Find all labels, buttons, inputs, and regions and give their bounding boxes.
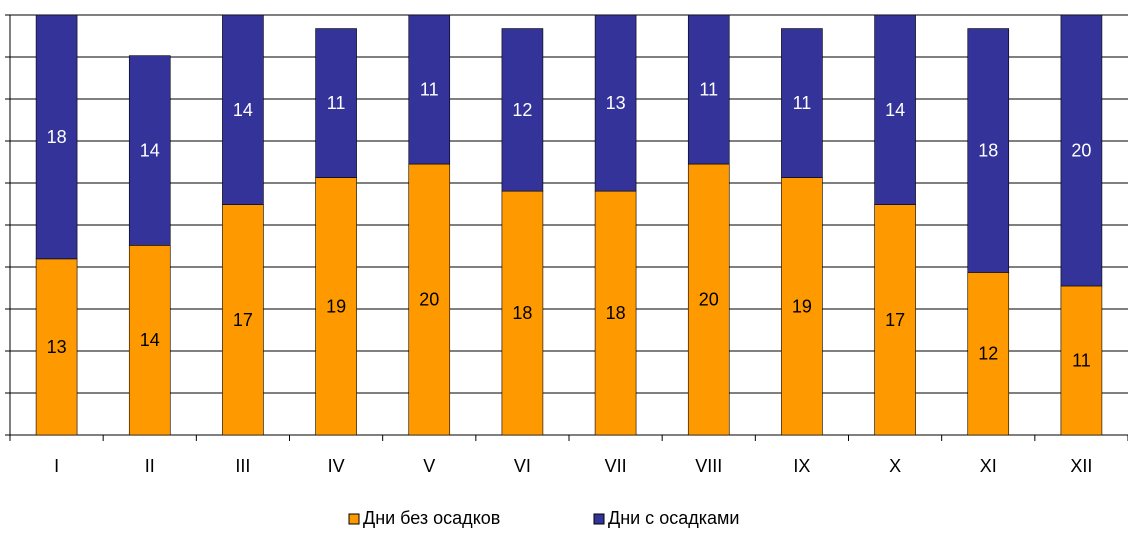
bar-dry-III: [222, 204, 264, 436]
data-label: 18: [978, 140, 998, 160]
data-label: 11: [420, 80, 439, 100]
x-tick-label: IV: [328, 456, 345, 476]
data-label: 17: [885, 310, 905, 330]
x-tick-label: II: [145, 456, 155, 476]
x-tick-label: V: [423, 456, 435, 476]
data-label: 11: [1072, 350, 1091, 370]
bar-dry-I: [35, 258, 78, 436]
x-tick-label: VIII: [695, 456, 722, 476]
bar-dry-IX: [781, 177, 823, 436]
bar-wet-XII: [1060, 14, 1103, 287]
legend-dry-label: Дни без осадков: [363, 508, 500, 528]
x-tick-label: XI: [980, 456, 997, 476]
bar-wet-VII: [594, 14, 637, 192]
x-tick-label: IX: [793, 456, 810, 476]
data-label: 14: [885, 100, 905, 120]
bar-wet-XI: [967, 28, 1010, 273]
bar-wet-V: [408, 14, 451, 165]
bar-wet-X: [874, 14, 916, 205]
bar-dry-XI: [967, 272, 1010, 436]
data-label: 17: [233, 310, 253, 330]
data-label: 14: [233, 100, 253, 120]
grid-lines: [5, 14, 1128, 436]
bar-wet-II: [128, 55, 171, 246]
data-label: 13: [47, 337, 67, 357]
bar-wet-IV: [315, 28, 357, 178]
data-label: 18: [47, 127, 67, 147]
data-label: 18: [606, 303, 626, 323]
bar-dry-VII: [594, 190, 637, 436]
data-label: 14: [140, 330, 160, 350]
data-label: 19: [792, 296, 812, 316]
bar-wet-I: [35, 14, 78, 260]
data-label: 18: [512, 303, 532, 323]
data-label: 19: [326, 296, 346, 316]
data-label: 11: [699, 80, 718, 100]
x-tick-label: I: [54, 456, 59, 476]
bar-dry-V: [408, 163, 451, 436]
data-label: 12: [978, 344, 998, 364]
x-tick-label: X: [889, 456, 901, 476]
legend-wet-label: Дни с осадками: [608, 508, 739, 528]
bar-dry-XII: [1060, 285, 1103, 436]
bar-wet-VIII: [687, 14, 730, 165]
data-label: 20: [419, 290, 439, 310]
data-label: 14: [140, 140, 160, 160]
legend: Дни без осадков Дни с осадками: [348, 508, 739, 528]
data-label: 11: [327, 93, 346, 113]
x-axis: I II III IV V VI VII VIII IX X XI XII: [9, 435, 1128, 476]
bar-dry-X: [874, 204, 916, 436]
data-label: 20: [699, 290, 719, 310]
x-tick-label: III: [235, 456, 250, 476]
bar-dry-IV: [315, 177, 357, 436]
bar-wet-IX: [781, 28, 823, 178]
bar-dry-II: [128, 245, 171, 436]
bar-wet-VI: [501, 28, 544, 192]
x-tick-label: VII: [605, 456, 627, 476]
legend-wet-swatch: [593, 513, 605, 525]
x-tick-label: VI: [514, 456, 531, 476]
data-label: 11: [793, 93, 812, 113]
bar-wet-III: [222, 14, 264, 205]
data-labels: 13 18 14 14 17 14 19 11 20 11 18 12 18 13 20 11 19 11 17 14…: [47, 80, 1092, 371]
x-tick-label: XII: [1070, 456, 1092, 476]
data-label: 12: [512, 100, 532, 120]
data-label: 13: [606, 93, 626, 113]
data-label: 20: [1071, 140, 1091, 160]
legend-dry-swatch: [348, 513, 360, 525]
bars: [35, 14, 1103, 436]
